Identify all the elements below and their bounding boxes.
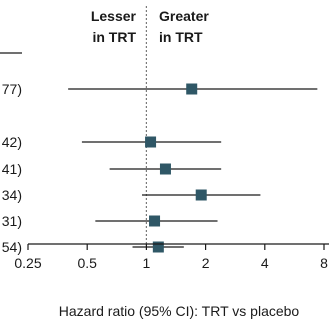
header-greater-line2: in TRT xyxy=(159,29,203,45)
hr-marker xyxy=(186,83,198,95)
row-label: 31) xyxy=(2,213,22,229)
row-label: 42) xyxy=(2,134,22,150)
forest-row: 77) xyxy=(2,81,318,97)
x-axis-title: Hazard ratio (95% CI): TRT vs placebo xyxy=(59,303,300,319)
forest-row: 42) xyxy=(2,134,222,150)
x-tick-label: 1 xyxy=(143,255,151,271)
hr-marker xyxy=(152,241,164,253)
row-label: 54) xyxy=(2,239,22,255)
rows-layer: 77) 42) 41) 34) 31) 54) xyxy=(2,81,318,255)
forest-row: 31) xyxy=(2,213,218,229)
hr-marker xyxy=(195,189,207,201)
x-tick-label: 4 xyxy=(261,255,269,271)
forest-row: 54) xyxy=(2,239,184,255)
x-tick-label: 2 xyxy=(202,255,210,271)
x-tick-label: 0.5 xyxy=(77,255,97,271)
x-tick-label: 0.25 xyxy=(14,255,41,271)
row-label: 34) xyxy=(2,187,22,203)
row-label: 77) xyxy=(2,81,22,97)
hr-marker xyxy=(159,163,171,175)
x-axis: 0.25 0.5 1 2 4 8 xyxy=(14,243,329,271)
forest-row: 34) xyxy=(2,187,261,203)
forest-row: 41) xyxy=(2,161,222,177)
x-tick-label: 8 xyxy=(320,255,328,271)
header-lesser-line2: in TRT xyxy=(92,29,136,45)
header-lesser-line1: Lesser xyxy=(91,8,137,24)
hr-marker xyxy=(149,215,161,227)
header-greater-line1: Greater xyxy=(159,8,209,24)
hr-marker xyxy=(145,136,157,148)
row-label: 41) xyxy=(2,161,22,177)
